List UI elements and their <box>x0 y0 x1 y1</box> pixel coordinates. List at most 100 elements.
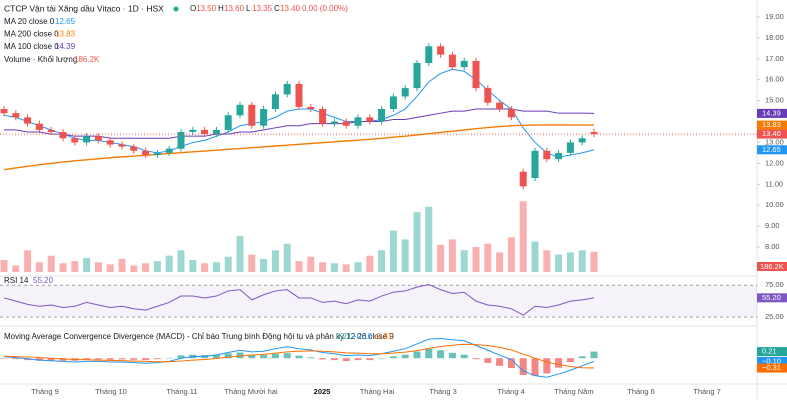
volume-bar <box>260 258 268 272</box>
volume-bar <box>248 254 256 272</box>
volume-bar <box>295 261 303 272</box>
candle-body <box>0 109 8 114</box>
candle-body <box>472 60 480 89</box>
volume-bar <box>460 250 468 272</box>
volume-bar <box>378 250 386 272</box>
macd-hist-bar <box>507 358 515 369</box>
volume-bar <box>319 262 327 272</box>
macd-hist-bar <box>94 358 102 360</box>
rsi-name: RSI 14 <box>4 276 29 285</box>
macd-hist-bar <box>271 353 279 359</box>
volume-bar <box>236 236 244 272</box>
candle-body <box>319 109 327 124</box>
volume-bar <box>590 251 598 272</box>
candle-body <box>165 148 173 153</box>
macd-hist-bar <box>519 358 527 376</box>
price-badge-label: 13.40 <box>762 129 781 138</box>
candle-body <box>425 46 433 63</box>
candle-body <box>153 152 161 155</box>
price-badge-label: 14.39 <box>762 108 781 117</box>
macd-hist-bar <box>83 358 91 360</box>
y-tick-label: 19.00 <box>765 12 784 21</box>
ma-line <box>4 108 595 139</box>
macd-hist-bar <box>307 357 315 359</box>
candle-body <box>35 123 43 130</box>
volume-bar <box>366 255 374 272</box>
candle-body <box>555 152 563 160</box>
macd-hist-bar <box>330 358 338 361</box>
macd-hist-bar <box>531 358 539 376</box>
volume-bar <box>130 265 138 272</box>
candle-body <box>106 140 114 145</box>
candle-body <box>484 88 492 103</box>
legend-label: Volume · Khối lượng <box>4 55 77 64</box>
macd-hist-bar <box>224 353 232 359</box>
macd-badge <box>757 356 787 366</box>
y-tick-label: 13.00 <box>765 137 784 146</box>
macd-hist-bar <box>248 355 256 359</box>
volume-bar <box>224 256 232 272</box>
rsi-tick-label: 75.00 <box>765 280 784 289</box>
candle-body <box>283 83 291 95</box>
volume-bar <box>484 243 492 272</box>
volume-bar <box>389 230 397 272</box>
candle-body <box>271 94 279 109</box>
macd-value: 0.21 <box>336 332 352 341</box>
macd-line <box>3 338 595 378</box>
macd-hist-bar <box>319 358 327 360</box>
price-badge-label: 13.83 <box>762 120 781 129</box>
volume-bar <box>0 260 8 272</box>
price-badge <box>757 145 787 155</box>
volume-bar <box>59 263 67 272</box>
macd-badge-label: −0.10 <box>762 356 781 365</box>
macd-hist-bar <box>496 358 504 366</box>
volume-bar <box>425 206 433 272</box>
macd-badge <box>757 347 787 357</box>
macd-hist-bar <box>165 357 173 359</box>
rsi-band <box>0 285 757 318</box>
volume-bar <box>201 263 209 272</box>
macd-hist-bar <box>366 358 374 361</box>
legend-value: 186.2K <box>74 55 100 64</box>
macd-hist-bar <box>448 352 456 359</box>
volume-bar <box>354 262 362 272</box>
candle-body <box>448 54 456 68</box>
candle-body <box>578 138 586 143</box>
rsi-value: 55.20 <box>33 276 54 285</box>
volume-bar <box>413 212 421 272</box>
volume-badge <box>757 262 787 271</box>
candle-body <box>24 117 32 124</box>
candle-body <box>519 171 527 187</box>
macd-hist-bar <box>283 353 291 359</box>
macd-hist-bar <box>295 355 303 359</box>
x-tick-label: Tháng 7 <box>693 387 721 396</box>
x-tick-label: Tháng 4 <box>497 387 525 396</box>
status-dot <box>173 6 179 12</box>
candle-body <box>496 102 504 109</box>
macd-value: −0.10 <box>352 332 373 341</box>
price-badge <box>757 120 787 130</box>
macd-name: Moving Average Convergence Divergence (M… <box>4 332 394 341</box>
macd-badge <box>757 363 787 373</box>
candle-body <box>307 106 315 109</box>
volume-bar <box>283 243 291 272</box>
candle-body <box>224 115 232 130</box>
volume-bar <box>519 201 527 272</box>
y-tick-label: 11.00 <box>765 179 783 188</box>
ohlc-value: 13.40 <box>280 4 301 13</box>
volume-badge-label: 186.2K <box>760 262 784 271</box>
ohlc-name: O <box>190 4 196 13</box>
candle-body <box>12 113 20 118</box>
rsi-badge-label: 55.20 <box>762 293 781 302</box>
legend-label: MA 20 close 0 <box>4 17 55 26</box>
volume-bar <box>507 237 515 272</box>
volume-bar <box>578 250 586 272</box>
candle-body <box>130 146 138 151</box>
candle-body <box>201 129 209 135</box>
candle-body <box>47 129 55 132</box>
legend-value: 12.65 <box>55 17 76 26</box>
candle-body <box>460 60 468 68</box>
x-tick-label: Tháng 11 <box>166 387 197 396</box>
